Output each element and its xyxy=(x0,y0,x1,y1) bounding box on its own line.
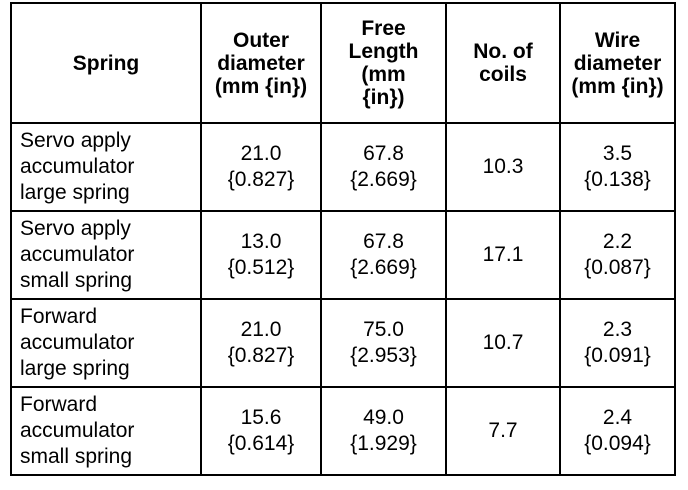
cell-coils: 10.7 xyxy=(445,298,561,388)
cell-spring: Servo apply accumulator small spring xyxy=(10,210,202,300)
cell-wire-diameter: 2.4 {0.094} xyxy=(559,386,676,476)
cell-coils: 7.7 xyxy=(445,386,561,476)
header-row: Spring Outer diameter (mm {in}) Free Len… xyxy=(10,2,676,124)
table-header: Spring Outer diameter (mm {in}) Free Len… xyxy=(10,2,676,124)
header-wire-diameter: Wire diameter (mm {in}) xyxy=(559,2,676,124)
cell-wire-diameter: 3.5 {0.138} xyxy=(559,122,676,212)
table-row: Forward accumulator large spring 21.0 {0… xyxy=(10,298,676,388)
cell-wire-diameter: 2.3 {0.091} xyxy=(559,298,676,388)
cell-coils: 17.1 xyxy=(445,210,561,300)
cell-free-length: 67.8 {2.669} xyxy=(320,210,447,300)
cell-outer-diameter: 15.6 {0.614} xyxy=(200,386,322,476)
header-no-of-coils: No. of coils xyxy=(445,2,561,124)
cell-outer-diameter: 13.0 {0.512} xyxy=(200,210,322,300)
cell-free-length: 67.8 {2.669} xyxy=(320,122,447,212)
header-outer-diameter: Outer diameter (mm {in}) xyxy=(200,2,322,124)
table-body: Servo apply accumulator large spring 21.… xyxy=(10,122,676,476)
header-free-length: Free Length (mm {in}) xyxy=(320,2,447,124)
cell-wire-diameter: 2.2 {0.087} xyxy=(559,210,676,300)
cell-outer-diameter: 21.0 {0.827} xyxy=(200,298,322,388)
cell-spring: Forward accumulator large spring xyxy=(10,298,202,388)
table-row: Servo apply accumulator small spring 13.… xyxy=(10,210,676,300)
cell-outer-diameter: 21.0 {0.827} xyxy=(200,122,322,212)
spring-spec-table: Spring Outer diameter (mm {in}) Free Len… xyxy=(10,2,676,476)
table-row: Forward accumulator small spring 15.6 {0… xyxy=(10,386,676,476)
cell-spring: Forward accumulator small spring xyxy=(10,386,202,476)
table-row: Servo apply accumulator large spring 21.… xyxy=(10,122,676,212)
header-spring: Spring xyxy=(10,2,202,124)
cell-free-length: 49.0 {1.929} xyxy=(320,386,447,476)
cell-free-length: 75.0 {2.953} xyxy=(320,298,447,388)
cell-spring: Servo apply accumulator large spring xyxy=(10,122,202,212)
cell-coils: 10.3 xyxy=(445,122,561,212)
